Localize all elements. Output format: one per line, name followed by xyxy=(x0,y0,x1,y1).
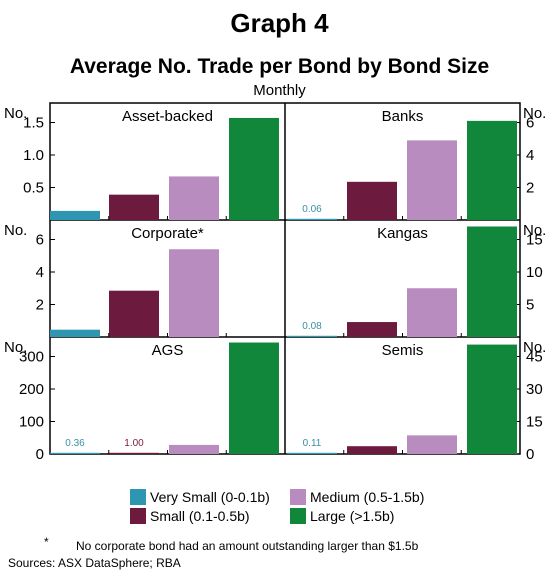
unit-label-kangas: No. xyxy=(523,222,546,239)
y-tick-label-asset-backed: 0.5 xyxy=(23,180,44,197)
y-tick-label-semis: 30 xyxy=(526,381,543,398)
y-tick-label-corporate: 2 xyxy=(36,297,44,314)
bar-ags-medium-0-5-1-5b xyxy=(169,444,219,454)
y-tick-label-semis: 0 xyxy=(526,446,534,463)
bar-asset-backed-very-small-0-0-1b xyxy=(50,210,100,220)
bar-corporate-very-small-0-0-1b xyxy=(50,329,100,337)
bar-ags-large-1-5b xyxy=(229,342,279,454)
legend-swatch-large xyxy=(290,508,306,524)
y-tick-label-ags: 200 xyxy=(19,381,44,398)
bar-kangas-large-1-5b xyxy=(467,226,517,337)
panel-title-kangas: Kangas xyxy=(377,225,428,242)
sources: Sources: ASX DataSphere; RBA xyxy=(8,556,181,570)
data-label-ags-1: 1.00 xyxy=(124,438,144,449)
y-tick-label-banks: 6 xyxy=(526,115,534,132)
y-tick-label-corporate: 4 xyxy=(36,264,44,281)
panel-title-asset-backed: Asset-backed xyxy=(122,108,213,125)
legend-label-medium: Medium (0.5-1.5b) xyxy=(310,489,425,505)
bar-asset-backed-medium-0-5-1-5b xyxy=(169,176,219,220)
footnote-marker: * xyxy=(44,535,49,549)
y-tick-label-ags: 300 xyxy=(19,349,44,366)
legend-swatch-small xyxy=(130,508,146,524)
y-tick-label-banks: 2 xyxy=(526,180,534,197)
legend-item-large: Large (>1.5b) xyxy=(290,508,394,524)
chart-panels: Asset-backed No. 0.5 1.0 1.5 Banks No. 2 4 6 0.06 C… xyxy=(4,102,546,463)
bar-semis-large-1-5b xyxy=(467,344,517,454)
y-tick-label-semis: 45 xyxy=(526,349,543,366)
legend-label-very-small: Very Small (0-0.1b) xyxy=(150,489,270,505)
bar-banks-large-1-5b xyxy=(467,120,517,220)
chart-title: Average No. Trade per Bond by Bond Size xyxy=(69,55,490,78)
data-label-semis-0: 0.11 xyxy=(303,438,322,449)
bar-corporate-small-0-1-0-5b xyxy=(109,290,159,337)
y-tick-label-kangas: 10 xyxy=(526,264,543,281)
legend-swatch-very-small xyxy=(130,489,146,505)
unit-label-corporate: No. xyxy=(4,222,27,239)
panel-title-banks: Banks xyxy=(382,108,424,125)
y-tick-label-semis: 15 xyxy=(526,414,543,431)
legend-label-small: Small (0.1-0.5b) xyxy=(150,508,250,524)
y-tick-label-ags: 0 xyxy=(36,446,44,463)
bar-kangas-very-small-0-0-1b xyxy=(287,335,337,337)
y-tick-label-asset-backed: 1.5 xyxy=(23,115,44,132)
chart-subtitle: Monthly xyxy=(253,82,306,99)
bar-semis-medium-0-5-1-5b xyxy=(407,435,457,454)
bar-asset-backed-small-0-1-0-5b xyxy=(109,194,159,220)
bar-kangas-medium-0-5-1-5b xyxy=(407,288,457,337)
bar-asset-backed-large-1-5b xyxy=(229,117,279,220)
legend-swatch-medium xyxy=(290,489,306,505)
y-tick-label-kangas: 5 xyxy=(526,297,534,314)
bar-semis-small-0-1-0-5b xyxy=(347,446,397,454)
legend-item-very-small: Very Small (0-0.1b) xyxy=(130,489,270,505)
y-tick-label-banks: 4 xyxy=(526,147,534,164)
bar-ags-small-0-1-0-5b xyxy=(109,452,159,454)
data-label-banks-0: 0.06 xyxy=(302,204,322,215)
bar-semis-very-small-0-0-1b xyxy=(287,452,337,454)
data-label-kangas-0: 0.08 xyxy=(302,321,322,332)
bar-ags-very-small-0-0-1b xyxy=(50,452,100,454)
y-tick-label-asset-backed: 1.0 xyxy=(23,147,44,164)
y-tick-label-kangas: 15 xyxy=(526,232,543,249)
panel-title-semis: Semis xyxy=(382,342,424,359)
graph-label: Graph 4 xyxy=(230,8,329,38)
legend-item-small: Small (0.1-0.5b) xyxy=(130,508,250,524)
y-tick-label-ags: 100 xyxy=(19,414,44,431)
y-tick-label-corporate: 6 xyxy=(36,232,44,249)
unit-label-asset-backed: No. xyxy=(4,105,27,122)
bar-corporate-medium-0-5-1-5b xyxy=(169,249,219,337)
unit-label-semis: No. xyxy=(523,339,546,356)
bar-kangas-small-0-1-0-5b xyxy=(347,322,397,337)
bar-banks-small-0-1-0-5b xyxy=(347,181,397,220)
legend-item-medium: Medium (0.5-1.5b) xyxy=(290,489,424,505)
unit-label-ags: No. xyxy=(4,339,27,356)
footnote-text: No corporate bond had an amount outstand… xyxy=(76,539,419,553)
bar-banks-medium-0-5-1-5b xyxy=(407,140,457,220)
panel-title-ags: AGS xyxy=(152,342,184,359)
data-label-ags-0: 0.36 xyxy=(65,438,85,449)
unit-label-banks: No. xyxy=(523,105,546,122)
legend-label-large: Large (>1.5b) xyxy=(310,508,395,524)
panel-title-corporate: Corporate* xyxy=(131,225,204,242)
bar-banks-very-small-0-0-1b xyxy=(287,218,337,220)
